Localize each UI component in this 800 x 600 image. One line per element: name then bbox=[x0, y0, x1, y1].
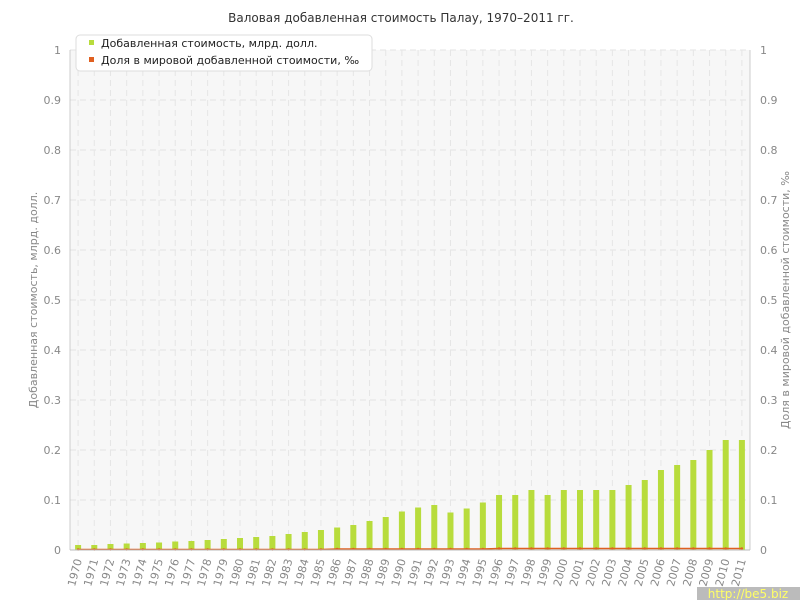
bar bbox=[447, 512, 454, 550]
line-point bbox=[611, 547, 614, 550]
bar bbox=[382, 517, 389, 550]
line-point bbox=[724, 547, 727, 550]
y2-tick-label: 0.2 bbox=[760, 444, 778, 457]
y-tick-label: 0.6 bbox=[44, 244, 62, 257]
bar-series bbox=[75, 440, 745, 550]
bar bbox=[220, 539, 227, 550]
y-tick-label: 0.9 bbox=[44, 94, 62, 107]
y-tick-label: 0.1 bbox=[44, 494, 62, 507]
bar bbox=[350, 525, 357, 550]
bar bbox=[123, 543, 130, 550]
line-point bbox=[627, 547, 630, 550]
bar bbox=[334, 527, 341, 550]
y2-tick-label: 0.8 bbox=[760, 144, 778, 157]
y2-tick-label: 0.1 bbox=[760, 494, 778, 507]
bar bbox=[528, 490, 535, 550]
bar bbox=[674, 465, 681, 550]
bar bbox=[415, 507, 422, 550]
y2-tick-label: 0.6 bbox=[760, 244, 778, 257]
y2-tick-label: 0.4 bbox=[760, 344, 778, 357]
chart-title: Валовая добавленная стоимость Палау, 197… bbox=[228, 11, 574, 25]
bar bbox=[496, 495, 503, 550]
y-tick-label: 0.3 bbox=[44, 394, 62, 407]
bar bbox=[560, 490, 567, 550]
watermark-text: http://be5.biz bbox=[708, 587, 788, 600]
bar bbox=[107, 544, 114, 550]
bar bbox=[690, 460, 697, 550]
y-tick-label: 0.4 bbox=[44, 344, 62, 357]
bar bbox=[253, 537, 260, 550]
bar bbox=[625, 485, 632, 550]
y-tick-label: 0.5 bbox=[44, 294, 62, 307]
legend-swatch-line bbox=[89, 57, 94, 62]
y2-tick-label: 0 bbox=[760, 544, 767, 557]
bar bbox=[463, 508, 470, 550]
x-axis-ticks: 1970197119721973197419751976197719781979… bbox=[65, 557, 749, 587]
bar bbox=[204, 540, 211, 550]
bar bbox=[156, 542, 163, 550]
legend-box bbox=[75, 34, 373, 72]
legend: Добавленная стоимость, млрд. долл. Доля … bbox=[75, 34, 373, 72]
bar bbox=[706, 450, 713, 550]
bar bbox=[431, 505, 438, 550]
y-axis-label: Добавленная стоимость, млрд. долл. bbox=[27, 192, 40, 408]
bar bbox=[609, 490, 616, 550]
bar bbox=[366, 521, 373, 550]
bar bbox=[738, 440, 745, 550]
watermark: http://be5.biz bbox=[697, 587, 800, 600]
line-point bbox=[740, 547, 744, 550]
y-tick-label: 1 bbox=[54, 44, 61, 57]
bar bbox=[398, 511, 405, 550]
bar bbox=[577, 490, 583, 550]
y-tick-label: 0.8 bbox=[44, 144, 62, 157]
line-point bbox=[675, 547, 679, 550]
bar bbox=[479, 502, 486, 550]
y2-tick-label: 0.3 bbox=[760, 394, 778, 407]
legend-swatch-bar bbox=[89, 40, 94, 45]
y2-tick-label: 0.5 bbox=[760, 294, 778, 307]
bar bbox=[722, 440, 729, 550]
bar bbox=[593, 490, 600, 550]
bar bbox=[301, 532, 308, 550]
line-point bbox=[643, 547, 646, 550]
line-point bbox=[514, 547, 517, 550]
line-point bbox=[708, 547, 711, 550]
line-point bbox=[530, 547, 533, 550]
y2-tick-label: 0.9 bbox=[760, 94, 778, 107]
bar bbox=[317, 530, 324, 550]
y-tick-label: 0.7 bbox=[44, 194, 62, 207]
line-point bbox=[659, 547, 663, 550]
bar bbox=[512, 495, 519, 550]
y-tick-label: 0 bbox=[54, 544, 61, 557]
y2-tick-label: 0.7 bbox=[760, 194, 778, 207]
bar bbox=[657, 470, 664, 550]
y-tick-label: 0.2 bbox=[44, 444, 62, 457]
bar bbox=[285, 534, 292, 550]
bar bbox=[237, 538, 243, 550]
line-point bbox=[692, 547, 695, 550]
bar bbox=[544, 495, 551, 550]
bar bbox=[91, 545, 98, 550]
line-point bbox=[497, 547, 501, 550]
y-axis-ticks-left: 0 0.1 0.2 0.3 0.4 0.5 0.6 0.7 0.8 0.9 1 bbox=[44, 44, 62, 557]
line-point bbox=[594, 547, 598, 550]
line-point bbox=[562, 547, 566, 550]
grid bbox=[70, 49, 750, 550]
bar bbox=[139, 543, 146, 550]
bar bbox=[75, 545, 82, 550]
legend-label-value-added: Добавленная стоимость, млрд. долл. bbox=[101, 37, 317, 50]
bar bbox=[172, 541, 179, 550]
legend-label-world-share: Доля в мировой добавленной стоимости, ‰ bbox=[101, 54, 359, 67]
y-axis-ticks-right: 0 0.1 0.2 0.3 0.4 0.5 0.6 0.7 0.8 0.9 1 bbox=[760, 44, 778, 557]
y2-axis-label: Доля в мировой добавленной стоимости, ‰ bbox=[779, 171, 792, 429]
line-point bbox=[578, 547, 582, 550]
bar bbox=[188, 541, 195, 550]
bar bbox=[641, 480, 648, 550]
watermark-box bbox=[697, 587, 800, 600]
bar bbox=[269, 536, 276, 550]
line-point bbox=[546, 547, 549, 550]
y2-tick-label: 1 bbox=[760, 44, 767, 57]
